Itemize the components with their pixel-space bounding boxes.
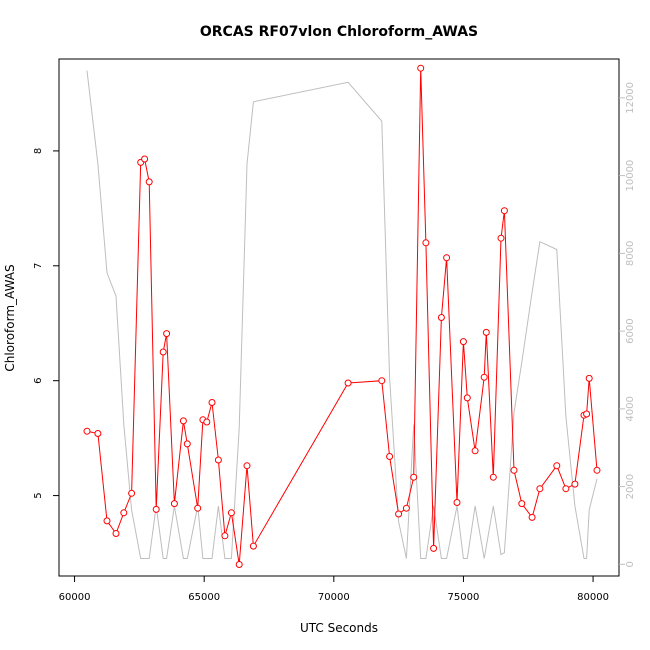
data-point [249,542,257,550]
primary-series-line [86,68,598,565]
data-point [386,453,394,460]
y-axis-right: 0 2000 4000 6000 8000 10000 12000 [619,82,636,568]
data-point [480,373,488,381]
data-point [208,399,216,406]
y2-tick-label: 10000 [625,160,636,192]
y-tick-label: 7 [33,263,44,269]
primary-series [83,64,601,568]
data-point [585,374,593,382]
data-point [471,447,479,455]
y-tick-label: 6 [33,378,44,384]
x-tick-label: 65000 [188,592,220,603]
data-point [170,500,178,508]
data-point [120,509,128,517]
data-point [183,440,191,448]
data-point [163,330,171,338]
x-axis-label: UTC Seconds [300,621,378,635]
data-point [422,239,430,247]
data-point [528,513,536,521]
y2-tick-label: 0 [625,561,636,567]
data-point [128,489,136,497]
data-point [83,427,91,435]
data-point [497,234,505,242]
data-point [430,544,438,552]
data-point [500,207,508,215]
data-point [203,418,211,426]
data-point [443,254,451,262]
data-point [243,462,251,470]
data-point [482,328,490,336]
data-point [583,410,591,418]
data-point [235,561,243,568]
data-point [489,473,497,481]
y2-tick-label: 12000 [625,82,636,114]
y2-tick-label: 4000 [625,396,636,421]
chart-title: ORCAS RF07vlon Chloroform_AWAS [200,24,478,40]
x-tick-label: 80000 [577,592,609,603]
x-tick-label: 70000 [318,592,350,603]
y2-tick-label: 8000 [625,241,636,266]
y-axis-label: Chloroform_AWAS [3,264,17,371]
data-point [410,473,418,481]
data-point [378,377,386,385]
data-point [179,417,187,425]
data-point [536,485,544,493]
data-point [214,456,222,464]
data-point [94,430,102,437]
data-point [571,480,579,488]
data-point [463,394,471,402]
data-point [221,532,229,540]
data-point [227,509,235,517]
data-point [510,466,518,474]
x-axis: 60000 65000 70000 75000 80000 [59,576,609,603]
secondary-series [86,70,598,559]
x-tick-label: 75000 [448,592,480,603]
plot-frame [58,58,620,577]
data-point [518,500,526,508]
y-tick-label: 8 [33,148,44,154]
data-point [553,462,561,470]
data-point [453,499,461,506]
y2-tick-label: 2000 [625,474,636,499]
data-point [141,155,149,163]
secondary-series-line [86,70,598,559]
data-point [194,504,202,512]
data-point [417,64,425,72]
data-point [344,379,352,387]
data-point [437,314,445,321]
data-point [459,338,467,346]
data-point [402,504,410,512]
x-tick-label: 60000 [59,592,91,603]
data-point [112,530,120,537]
data-point [145,178,153,186]
y-axis-left: 5 6 7 8 [33,148,59,499]
data-point [395,510,403,518]
data-point [593,466,601,474]
y2-tick-label: 6000 [625,318,636,343]
data-point [562,485,570,493]
data-point [103,517,111,525]
y-tick-label: 5 [33,492,44,498]
data-point [152,505,160,513]
data-point [159,348,167,356]
